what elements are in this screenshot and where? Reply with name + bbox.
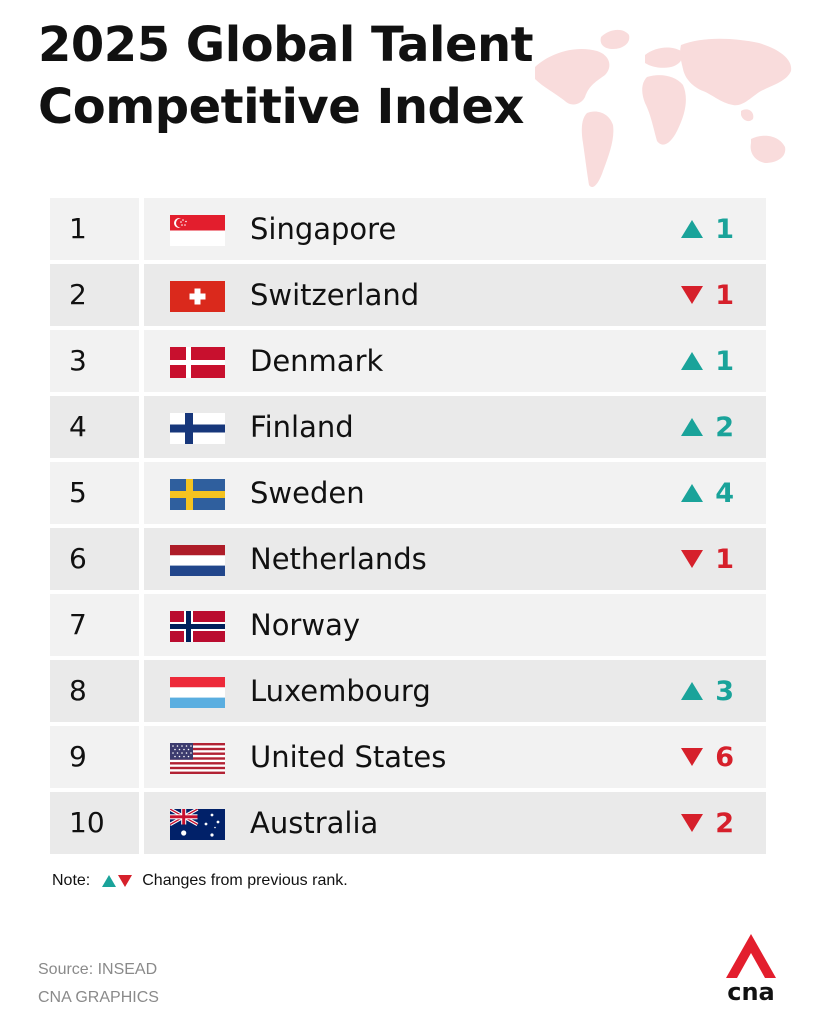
- country-cell: Australia 2: [144, 792, 766, 854]
- table-row: 4 Finland 2: [50, 396, 766, 458]
- rank-number: 7: [50, 594, 139, 656]
- arrow-up-icon: [681, 418, 704, 436]
- table-row: 3 Denmark 1: [50, 330, 766, 392]
- arrow-up-icon: [681, 484, 704, 502]
- rankings-table: 1 Singapore 1 2: [50, 198, 766, 858]
- country-name: Luxembourg: [250, 674, 431, 708]
- rank-number: 5: [50, 462, 139, 524]
- credit-line: CNA GRAPHICS: [38, 989, 159, 1006]
- rank-change: 1: [681, 330, 734, 392]
- rank-change-value: 3: [715, 675, 734, 707]
- rank-change: 4: [681, 462, 734, 524]
- rank-number: 2: [50, 264, 139, 326]
- arrow-up-icon: [102, 875, 117, 887]
- svg-text:cna: cna: [727, 978, 775, 1004]
- rank-number: 3: [50, 330, 139, 392]
- arrow-up-icon: [681, 682, 704, 700]
- country-cell: Singapore 1: [144, 198, 766, 260]
- title-line-2: Competitive Index: [38, 79, 524, 135]
- rank-change-value: 1: [715, 213, 734, 245]
- table-row: 5 Sweden 4: [50, 462, 766, 524]
- country-cell: Switzerland 1: [144, 264, 766, 326]
- rank-change: 2: [681, 792, 734, 854]
- title-line-1: 2025 Global Talent: [38, 17, 534, 73]
- country-cell: Luxembourg 3: [144, 660, 766, 722]
- table-row: 10: [50, 792, 766, 854]
- rank-number: 8: [50, 660, 139, 722]
- rank-number: 9: [50, 726, 139, 788]
- world-map-graphic: [535, 29, 792, 188]
- rank-number: 6: [50, 528, 139, 590]
- legend-note: Note: Changes from previous rank.: [52, 872, 348, 890]
- australia-flag-icon: [170, 809, 225, 840]
- rank-change: 1: [681, 198, 734, 260]
- rank-change-value: 6: [715, 741, 734, 773]
- country-name: Denmark: [250, 344, 384, 378]
- rank-change: 3: [681, 660, 734, 722]
- country-name: Netherlands: [250, 542, 427, 576]
- arrow-down-icon: [681, 550, 704, 568]
- country-cell: Sweden 4: [144, 462, 766, 524]
- arrow-up-icon: [681, 352, 704, 370]
- source-credits: Source: INSEAD CNA GRAPHICS: [38, 956, 159, 1012]
- rank-change-value: 2: [715, 807, 734, 839]
- sweden-flag-icon: [170, 479, 225, 510]
- note-text: Changes from previous rank.: [142, 872, 348, 889]
- arrow-up-icon: [681, 220, 704, 238]
- arrow-down-icon: [118, 875, 133, 887]
- legend-arrows: [102, 875, 133, 887]
- country-name: Finland: [250, 410, 354, 444]
- country-cell: Denmark 1: [144, 330, 766, 392]
- rank-change: 6: [681, 726, 734, 788]
- luxembourg-flag-icon: [170, 677, 225, 708]
- rank-change-value: 1: [715, 345, 734, 377]
- rank-number: 4: [50, 396, 139, 458]
- table-row: 1 Singapore 1: [50, 198, 766, 260]
- country-cell: United States 6: [144, 726, 766, 788]
- table-row: 6 Netherlands 1: [50, 528, 766, 590]
- netherlands-flag-icon: [170, 545, 225, 576]
- note-label: Note:: [52, 872, 91, 889]
- arrow-down-icon: [681, 748, 704, 766]
- source-line: Source: INSEAD: [38, 961, 158, 978]
- country-name: United States: [250, 740, 447, 774]
- rank-number: 10: [50, 792, 139, 854]
- rank-change-value: 1: [715, 279, 734, 311]
- country-name: Sweden: [250, 476, 365, 510]
- rank-change: 2: [681, 396, 734, 458]
- norway-flag-icon: [170, 611, 225, 642]
- country-cell: Norway: [144, 594, 766, 656]
- singapore-flag-icon: [170, 215, 225, 246]
- country-name: Singapore: [250, 212, 397, 246]
- country-cell: Netherlands 1: [144, 528, 766, 590]
- finland-flag-icon: [170, 413, 225, 444]
- table-row: 8 Luxembourg 3: [50, 660, 766, 722]
- country-name: Australia: [250, 806, 379, 840]
- country-name: Switzerland: [250, 278, 420, 312]
- table-row: 7 Norway: [50, 594, 766, 656]
- rank-change-value: 2: [715, 411, 734, 443]
- rank-number: 1: [50, 198, 139, 260]
- switzerland-flag-icon: [170, 281, 225, 312]
- arrow-down-icon: [681, 286, 704, 304]
- page-title: 2025 Global Talent Competitive Index: [38, 14, 534, 138]
- table-row: 9 United States: [50, 726, 766, 788]
- cna-logo-icon: cna: [726, 934, 776, 1004]
- country-cell: Finland 2: [144, 396, 766, 458]
- arrow-down-icon: [681, 814, 704, 832]
- country-name: Norway: [250, 608, 361, 642]
- rank-change: 1: [681, 264, 734, 326]
- rank-change-value: 1: [715, 543, 734, 575]
- denmark-flag-icon: [170, 347, 225, 378]
- rank-change: 1: [681, 528, 734, 590]
- united-states-flag-icon: [170, 743, 225, 774]
- table-row: 2 Switzerland 1: [50, 264, 766, 326]
- rank-change-value: 4: [715, 477, 734, 509]
